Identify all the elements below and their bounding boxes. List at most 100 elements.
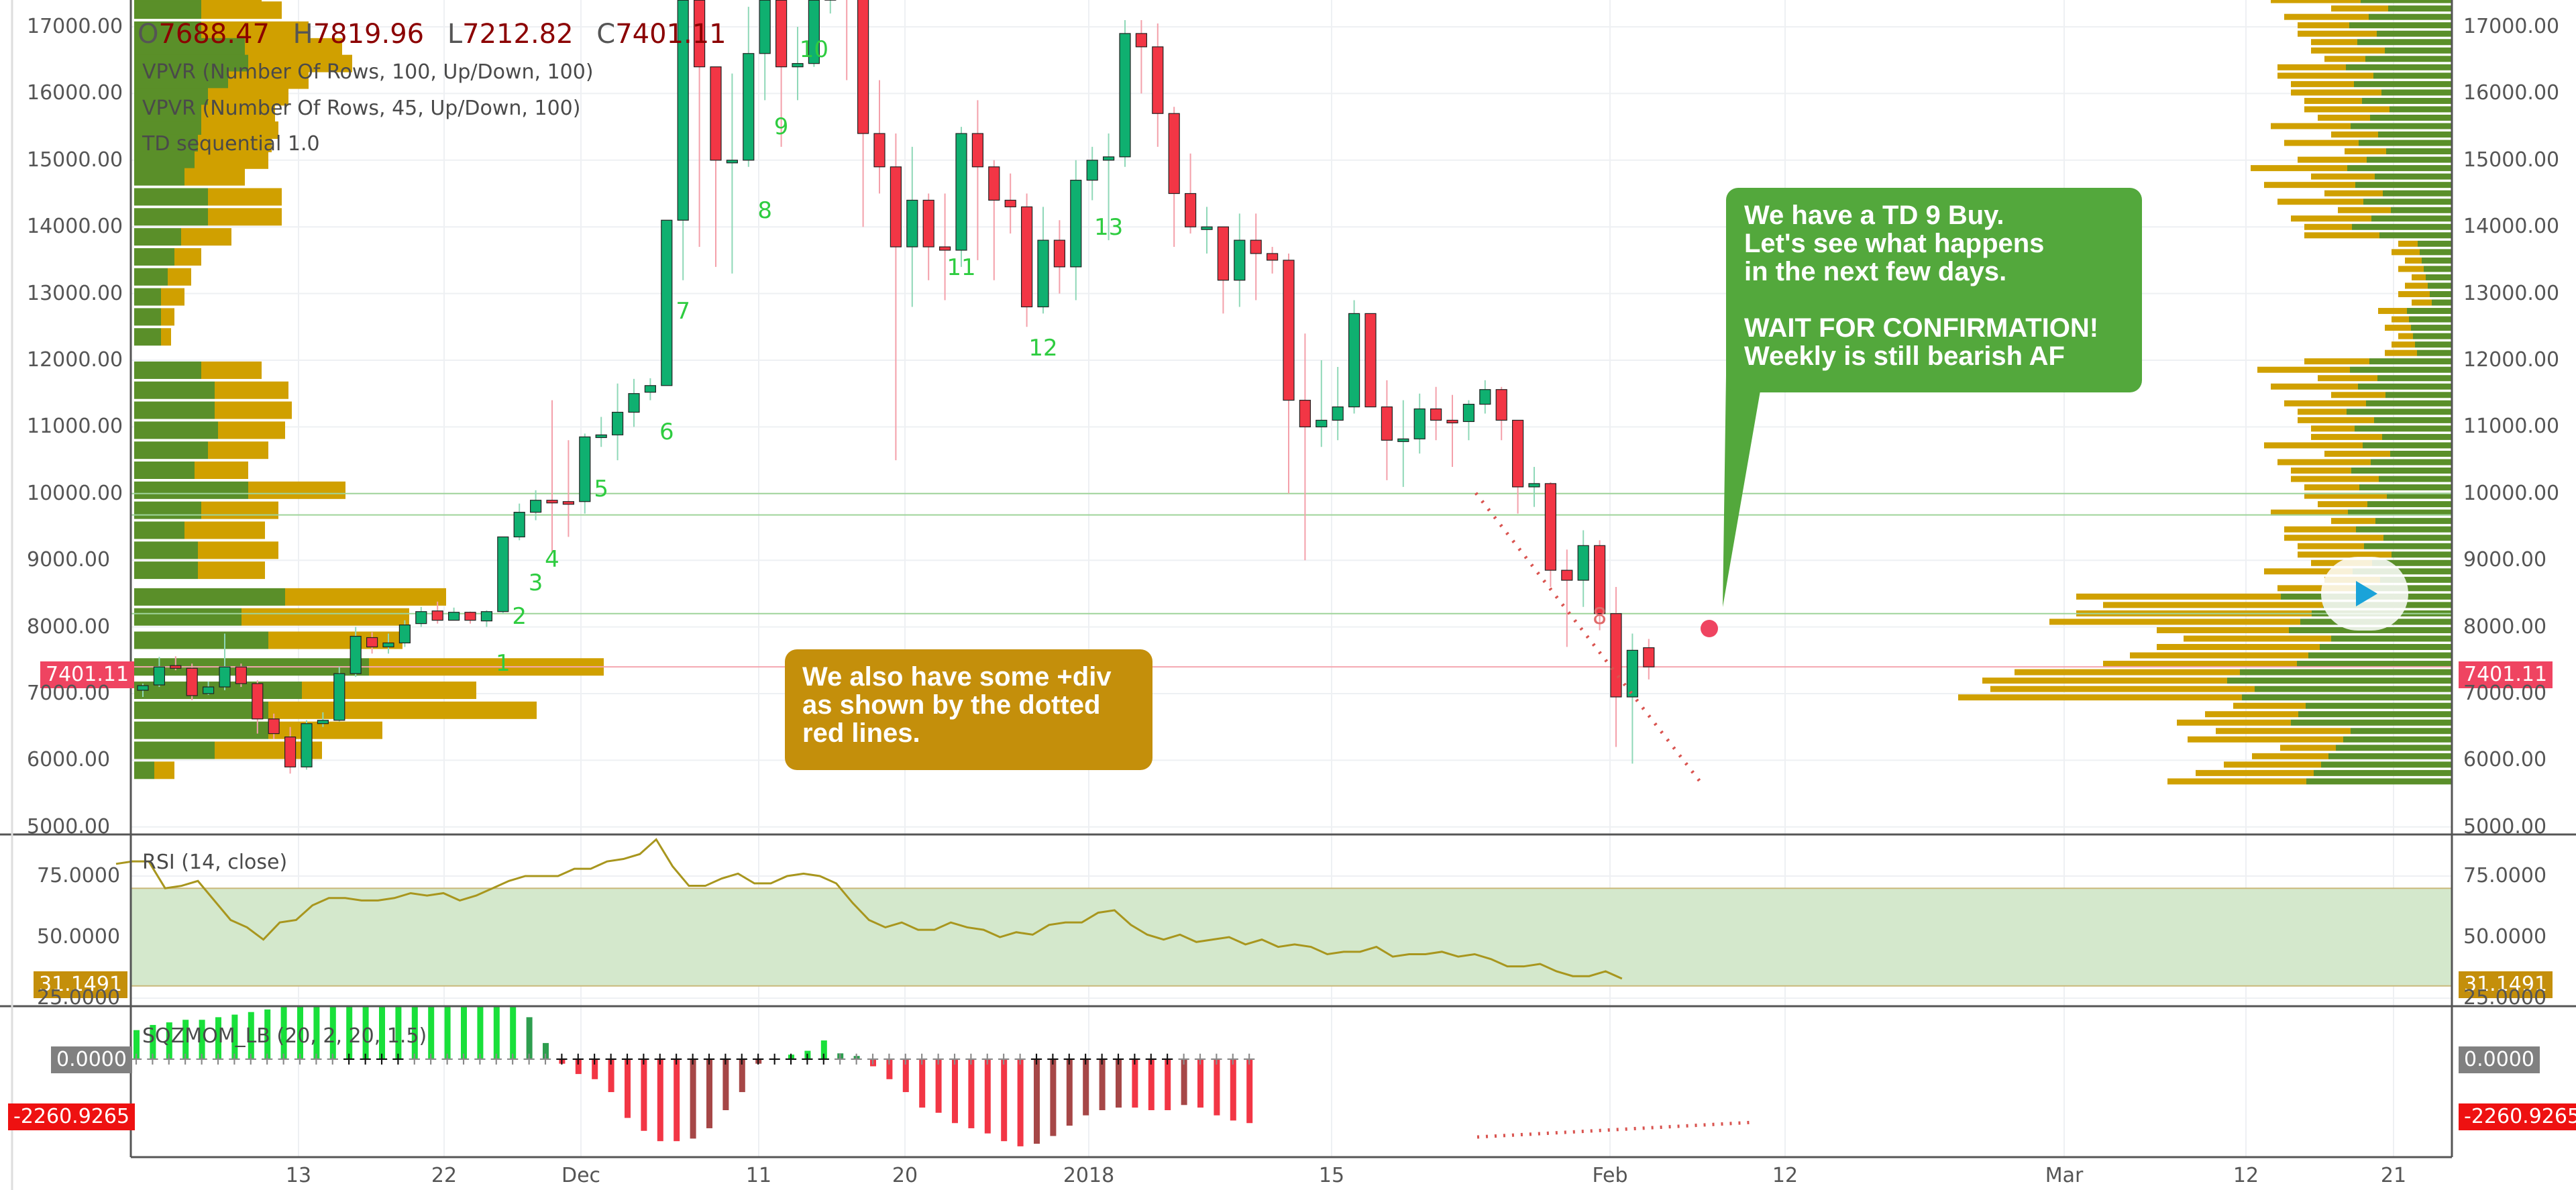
squeeze-dot: + — [555, 1049, 570, 1069]
squeeze-dot: + — [669, 1049, 684, 1069]
vp-down-bar — [2311, 39, 2357, 46]
vp-up-bar — [134, 1, 201, 19]
vp-down-bar — [2291, 468, 2351, 474]
squeeze-dot: + — [440, 1049, 455, 1069]
candle-down — [775, 0, 788, 68]
vp-up-bar — [2374, 417, 2452, 423]
candlesticks[interactable] — [137, 0, 1655, 774]
vp-up-bar — [2361, 0, 2452, 3]
vp-up-bar — [2383, 535, 2452, 541]
indicator-legend-vpvr-45[interactable]: VPVR (Number Of Rows, 45, Up/Down, 100) — [142, 97, 581, 120]
momentum-bar — [1083, 1059, 1089, 1116]
squeeze-dot: + — [914, 1049, 929, 1069]
momentum-bar — [166, 1022, 172, 1059]
low-value: 7212.82 — [462, 19, 574, 50]
candle-down — [1053, 239, 1066, 268]
indicator-legend-td-sequential[interactable]: TD sequential 1.0 — [142, 132, 320, 156]
vp-up-bar — [134, 741, 215, 759]
price-axis-label-right: 15000.00 — [2463, 148, 2560, 172]
candle-up — [726, 160, 739, 164]
time-axis-label: Dec — [561, 1164, 601, 1187]
vp-up-bar — [134, 521, 184, 539]
price-axis-label-right: 16000.00 — [2463, 81, 2560, 105]
vp-up-bar — [2298, 711, 2452, 718]
squeeze-dot: + — [1160, 1049, 1175, 1069]
vp-down-bar — [174, 248, 201, 266]
candle-down — [1495, 389, 1507, 421]
vp-down-bar — [2304, 97, 2362, 104]
sqzmom-pane[interactable]: + + + + + + + + + + + + + + + + + + + + + + + + + + + + + + + + + + + + + + + +… — [129, 1007, 1256, 1146]
price-axis-label-left: 15000.00 — [27, 148, 123, 172]
close-value: 7401.11 — [615, 19, 727, 50]
play-button[interactable] — [2321, 557, 2408, 631]
vp-up-bar — [2383, 190, 2452, 197]
td-count-label: 5 — [594, 476, 608, 502]
candle-up — [677, 0, 689, 221]
vp-up-bar — [2369, 358, 2452, 365]
vp-down-bar — [2304, 232, 2379, 239]
candle-up — [1201, 226, 1213, 230]
vp-down-bar — [2298, 30, 2377, 37]
annotation-positive-divergence[interactable]: We also have some +div as shown by the d… — [785, 649, 1152, 770]
price-axis-label-right: 12000.00 — [2463, 348, 2560, 372]
squeeze-dot: + — [341, 1049, 356, 1069]
vp-down-bar — [2298, 156, 2367, 163]
squeeze-dot: + — [816, 1049, 831, 1069]
indicator-legend-vpvr-100[interactable]: VPVR (Number Of Rows, 100, Up/Down, 100) — [142, 60, 594, 84]
vp-up-bar — [2385, 47, 2452, 54]
candle-up — [1528, 483, 1540, 488]
candle-down — [1217, 226, 1230, 281]
time-axis-label: 22 — [431, 1164, 458, 1187]
sqzmom-legend[interactable]: SQZMOM_LB (20, 2, 20, 1.5) — [142, 1024, 427, 1048]
candle-down — [710, 66, 722, 161]
squeeze-dot: + — [407, 1049, 422, 1069]
candle-down — [1299, 400, 1311, 428]
vp-up-bar — [134, 151, 195, 169]
vp-up-bar — [134, 188, 208, 206]
vp-down-bar — [195, 151, 268, 169]
squeeze-dot: + — [358, 1049, 373, 1069]
price-axis-label-left: 11000.00 — [27, 415, 123, 439]
candle-up — [743, 53, 755, 161]
annotation-td9-buy[interactable]: We have a TD 9 Buy. Let's see what happe… — [1726, 188, 2142, 392]
squeeze-dot: + — [227, 1049, 242, 1069]
price-axis-label-left: 13000.00 — [27, 281, 123, 305]
vp-down-bar — [161, 288, 184, 306]
vp-up-bar — [2352, 223, 2452, 230]
candle-down — [1381, 406, 1393, 441]
vp-down-bar — [198, 134, 272, 152]
candle-down — [366, 637, 378, 648]
vp-up-bar — [134, 462, 195, 480]
vp-down-bar — [1958, 694, 2242, 701]
vp-up-bar — [2359, 484, 2452, 491]
zero-badge-left: 0.0000 — [51, 1046, 132, 1073]
vp-up-bar — [134, 208, 208, 226]
candle-up — [203, 686, 215, 694]
rsi-pane[interactable] — [115, 838, 2452, 987]
momentum-bar — [608, 1059, 614, 1093]
horizontal-levels — [131, 492, 2452, 668]
vp-up-bar — [2430, 290, 2452, 297]
rsi-axis-label-left: 50.0000 — [37, 925, 121, 949]
candle-down — [1561, 570, 1573, 581]
vp-down-bar — [161, 308, 174, 326]
vp-down-bar — [215, 401, 292, 419]
vp-down-bar — [248, 481, 345, 499]
candle-up — [1316, 419, 1328, 428]
td-count-label: 4 — [545, 546, 559, 573]
price-axis-label-left: 16000.00 — [27, 81, 123, 105]
vp-up-bar — [2369, 13, 2452, 20]
price-axis-label-left: 17000.00 — [27, 15, 123, 38]
vp-down-bar — [2385, 325, 2411, 331]
zero-badge-right: 0.0000 — [2459, 1046, 2540, 1073]
vp-down-bar — [2252, 753, 2328, 759]
vp-up-bar — [2356, 526, 2452, 533]
rsi-line — [115, 838, 1623, 980]
squeeze-dot: + — [784, 1049, 798, 1069]
vp-down-bar — [2331, 131, 2378, 138]
vp-up-bar — [2388, 5, 2452, 12]
squeeze-dot: + — [1226, 1049, 1240, 1069]
rsi-legend[interactable]: RSI (14, close) — [142, 851, 288, 874]
